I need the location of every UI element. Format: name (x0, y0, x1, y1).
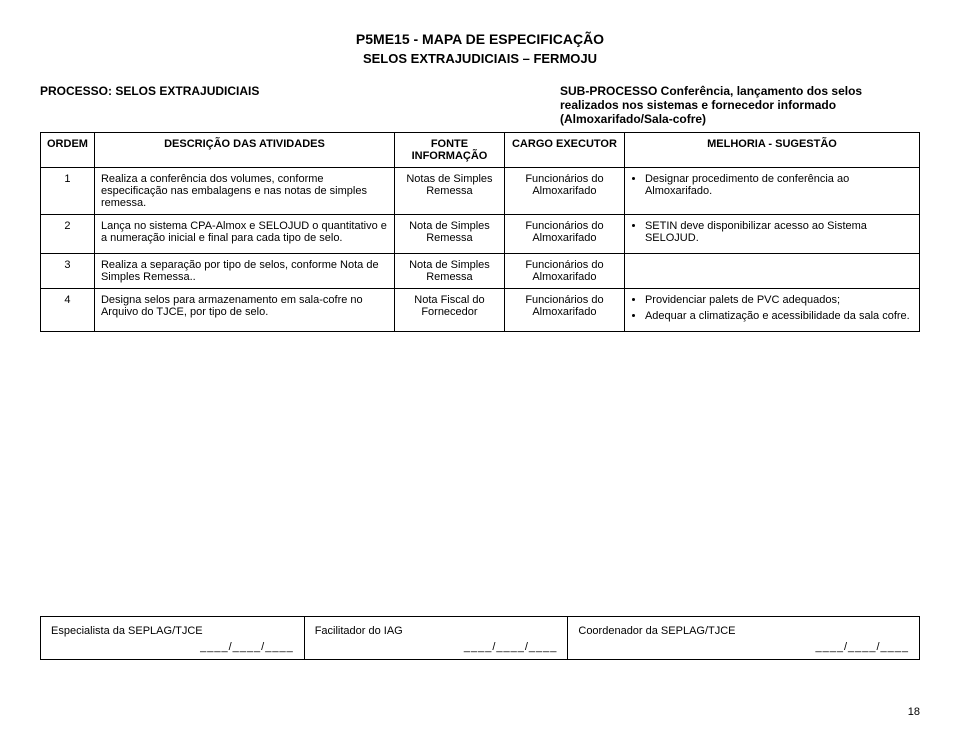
melhoria-item: SETIN deve disponibilizar acesso ao Sist… (645, 220, 913, 244)
cell-fonte: Nota Fiscal do Fornecedor (394, 288, 504, 331)
col-header-melhoria: MELHORIA - SUGESTÃO (624, 132, 919, 167)
cell-ordem: 1 (41, 167, 95, 214)
cell-cargo: Funcionários do Almoxarifado (504, 253, 624, 288)
table-row: 1 Realiza a conferência dos volumes, con… (41, 167, 920, 214)
cell-ordem: 4 (41, 288, 95, 331)
table-header-row: ORDEM DESCRIÇÃO DAS ATIVIDADES FONTE INF… (41, 132, 920, 167)
title-main: P5ME15 - MAPA DE ESPECIFICAÇÃO (40, 30, 920, 50)
cell-fonte: Notas de Simples Remessa (394, 167, 504, 214)
cell-melhoria: Designar procedimento de conferência ao … (624, 167, 919, 214)
cell-ordem: 2 (41, 214, 95, 253)
cell-descricao: Designa selos para armazenamento em sala… (94, 288, 394, 331)
melhoria-item: Designar procedimento de conferência ao … (645, 173, 913, 197)
table-row: 3 Realiza a separação por tipo de selos,… (41, 253, 920, 288)
cell-descricao: Lança no sistema CPA-Almox e SELOJUD o q… (94, 214, 394, 253)
title-sub: SELOS EXTRAJUDICIAIS – FERMOJU (40, 50, 920, 68)
title-block: P5ME15 - MAPA DE ESPECIFICAÇÃO SELOS EXT… (40, 30, 920, 68)
cell-fonte: Nota de Simples Remessa (394, 214, 504, 253)
subprocesso-label: SUB-PROCESSO Conferência, lançamento dos… (560, 84, 920, 126)
signature-label: Coordenador da SEPLAG/TJCE (578, 625, 735, 637)
col-header-fonte: FONTE INFORMAÇÃO (394, 132, 504, 167)
signature-cell-facilitador: Facilitador do IAG ____/____/____ (304, 617, 568, 660)
cell-fonte: Nota de Simples Remessa (394, 253, 504, 288)
processo-label: PROCESSO: SELOS EXTRAJUDICIAIS (40, 84, 560, 126)
main-table: ORDEM DESCRIÇÃO DAS ATIVIDADES FONTE INF… (40, 132, 920, 332)
cell-cargo: Funcionários do Almoxarifado (504, 167, 624, 214)
page-number: 18 (908, 706, 920, 718)
signature-label: Especialista da SEPLAG/TJCE (51, 625, 203, 637)
signature-cell-especialista: Especialista da SEPLAG/TJCE ____/____/__… (41, 617, 305, 660)
cell-cargo: Funcionários do Almoxarifado (504, 288, 624, 331)
cell-cargo: Funcionários do Almoxarifado (504, 214, 624, 253)
signature-date: ____/____/____ (815, 641, 909, 653)
signature-label: Facilitador do IAG (315, 625, 403, 637)
col-header-descricao: DESCRIÇÃO DAS ATIVIDADES (94, 132, 394, 167)
col-header-ordem: ORDEM (41, 132, 95, 167)
signature-cell-coordenador: Coordenador da SEPLAG/TJCE ____/____/___… (568, 617, 920, 660)
signature-date: ____/____/____ (200, 641, 294, 653)
cell-melhoria: Providenciar palets de PVC adequados; Ade… (624, 288, 919, 331)
melhoria-item: Adequar a climatização e acessibilidade … (645, 310, 913, 322)
col-header-cargo: CARGO EXECUTOR (504, 132, 624, 167)
table-row: 4 Designa selos para armazenamento em sa… (41, 288, 920, 331)
cell-ordem: 3 (41, 253, 95, 288)
signature-date: ____/____/____ (464, 641, 558, 653)
cell-melhoria: SETIN deve disponibilizar acesso ao Sist… (624, 214, 919, 253)
melhoria-item: Providenciar palets de PVC adequados; (645, 294, 913, 306)
top-info-row: PROCESSO: SELOS EXTRAJUDICIAIS SUB-PROCE… (40, 84, 920, 126)
table-row: 2 Lança no sistema CPA-Almox e SELOJUD o… (41, 214, 920, 253)
cell-melhoria (624, 253, 919, 288)
signature-row: Especialista da SEPLAG/TJCE ____/____/__… (40, 616, 920, 660)
cell-descricao: Realiza a separação por tipo de selos, c… (94, 253, 394, 288)
cell-descricao: Realiza a conferência dos volumes, confo… (94, 167, 394, 214)
